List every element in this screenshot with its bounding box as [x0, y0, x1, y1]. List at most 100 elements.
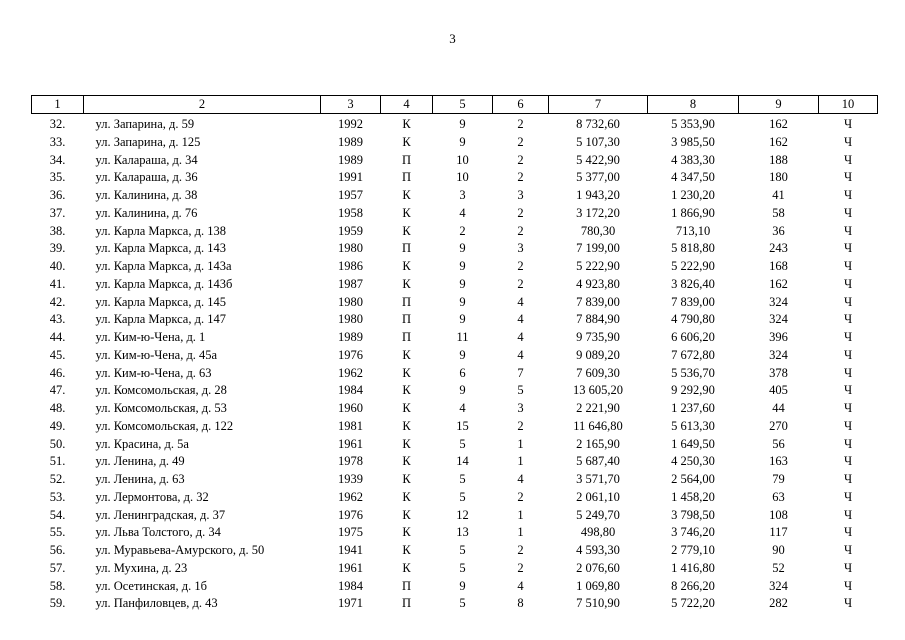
table-cell: 4: [459, 401, 466, 415]
address-cell: ул. Запарина, д. 125: [95, 134, 201, 149]
table-cell: 7 609,30: [576, 365, 620, 380]
table-cell: 9: [459, 276, 466, 291]
table-cell: 44: [772, 401, 785, 415]
column-header: 2: [83, 95, 321, 114]
table-cell: 1981: [338, 418, 363, 433]
table-cell: Ч: [843, 436, 853, 451]
table-body: 32. ул. Запарина, д. 59 1992 К 9 2 8 732,60 5 3…: [32, 114, 878, 614]
table-cell: 2 779,10: [671, 543, 715, 557]
table-cell: 40.: [49, 259, 66, 273]
table-cell: 9: [459, 383, 466, 398]
table-cell: 1980: [338, 241, 363, 256]
address-cell: ул. Муравьева-Амурского, д. 50: [95, 543, 265, 557]
address-cell: ул. Карла Маркса, д. 143б: [95, 276, 233, 291]
table-cell: 10: [456, 152, 469, 167]
table-cell: 324: [769, 312, 788, 327]
table-row: 54. ул. Ленинградская, д. 37 1976 К 12 1 5 249…: [32, 507, 878, 525]
table-cell: 55.: [49, 525, 66, 540]
table-cell: 1992: [338, 117, 363, 131]
table-cell: Ч: [843, 383, 853, 398]
table-cell: 4: [517, 578, 524, 593]
table-cell: 4: [517, 472, 524, 486]
table-cell: 52: [772, 560, 785, 575]
table-cell: К: [402, 205, 411, 220]
table-cell: Ч: [843, 259, 853, 273]
table-cell: 43.: [49, 312, 66, 327]
table-cell: 5: [459, 436, 466, 451]
table-cell: К: [402, 472, 411, 486]
table-cell: 2: [517, 489, 524, 504]
table-cell: 1976: [338, 347, 363, 362]
address-cell: ул. Калинина, д. 76: [95, 205, 198, 220]
table-cell: 1 416,80: [671, 560, 715, 575]
table-cell: 59.: [49, 596, 66, 611]
table-cell: 2: [459, 223, 466, 238]
table-cell: 8: [517, 596, 524, 611]
table-row: 33. ул. Запарина, д. 125 1989 К 9 2 5 107,30 3 …: [32, 134, 878, 152]
table-cell: 4: [517, 330, 524, 344]
table-cell: 5 536,70: [671, 365, 715, 380]
table-cell: 39.: [49, 241, 66, 256]
address-cell: ул. Ким-ю-Чена, д. 1: [95, 330, 206, 344]
table-cell: Ч: [843, 596, 853, 611]
table-cell: 63: [772, 489, 785, 504]
table-cell: 1941: [338, 543, 363, 557]
table-cell: 3 172,20: [576, 205, 620, 220]
address-cell: ул. Мухина, д. 23: [95, 560, 188, 575]
address-cell: ул. Комсомольская, д. 53: [95, 401, 227, 415]
table-cell: Ч: [843, 560, 853, 575]
table-cell: П: [401, 170, 412, 185]
table-cell: 79: [772, 472, 785, 486]
table-cell: 4: [517, 312, 524, 327]
table-cell: Ч: [843, 188, 853, 202]
table-cell: Ч: [843, 472, 853, 486]
table-cell: К: [402, 543, 411, 557]
table-cell: 1939: [338, 472, 363, 486]
table-cell: 1957: [338, 188, 363, 202]
table-cell: Ч: [843, 117, 853, 131]
table-cell: 1: [517, 454, 524, 469]
table-cell: 3 746,20: [671, 525, 715, 540]
table-cell: К: [402, 454, 411, 469]
table-cell: Ч: [843, 454, 853, 469]
table-cell: 48.: [49, 401, 66, 415]
table-cell: 1962: [338, 489, 363, 504]
table-cell: 33.: [49, 134, 66, 149]
table-cell: 46.: [49, 365, 66, 380]
table-cell: 9: [459, 117, 466, 131]
table-cell: 1962: [338, 365, 363, 380]
table-cell: 282: [769, 596, 788, 611]
table-cell: 7 839,00: [671, 294, 715, 309]
table-cell: 50.: [49, 436, 66, 451]
table-cell: 90: [772, 543, 785, 557]
table-cell: 4: [517, 347, 524, 362]
table-cell: 52.: [49, 472, 66, 486]
table-cell: 1989: [338, 330, 363, 344]
table-row: 42. ул. Карла Маркса, д. 145 1980 П 9 4 7 839,…: [32, 294, 878, 312]
table-cell: 51.: [49, 454, 66, 469]
table-cell: 163: [769, 454, 788, 469]
table-header: 1 2 3 4 5 6 7 8 9 10: [31, 95, 878, 114]
table-cell: К: [402, 276, 411, 291]
table-cell: 57.: [49, 560, 66, 575]
table-cell: 4 593,30: [576, 543, 620, 557]
table-cell: 4 790,80: [671, 312, 715, 327]
table-cell: 7 884,90: [576, 312, 620, 327]
table-cell: 9: [459, 294, 466, 309]
table-cell: 188: [769, 152, 788, 167]
address-cell: ул. Лермонтова, д. 32: [95, 489, 209, 504]
table-cell: 180: [769, 170, 788, 185]
table-cell: 5 818,80: [671, 241, 715, 256]
table-cell: 396: [769, 330, 788, 344]
table-cell: 58.: [49, 578, 66, 593]
table-cell: 1989: [338, 134, 363, 149]
table-row: 52. ул. Ленина, д. 63 1939 К 5 4 3 571,70 2 564…: [32, 471, 878, 489]
table-row: 56. ул. Муравьева-Амурского, д. 50 1941 К 5 2…: [32, 542, 878, 560]
table-cell: 324: [769, 578, 788, 593]
table-cell: 1960: [338, 401, 363, 415]
address-cell: ул. Карла Маркса, д. 143а: [95, 259, 232, 273]
table-cell: 9: [459, 578, 466, 593]
table-cell: 5 249,70: [576, 507, 620, 522]
table-cell: 162: [769, 276, 788, 291]
table-cell: 36: [772, 223, 785, 238]
